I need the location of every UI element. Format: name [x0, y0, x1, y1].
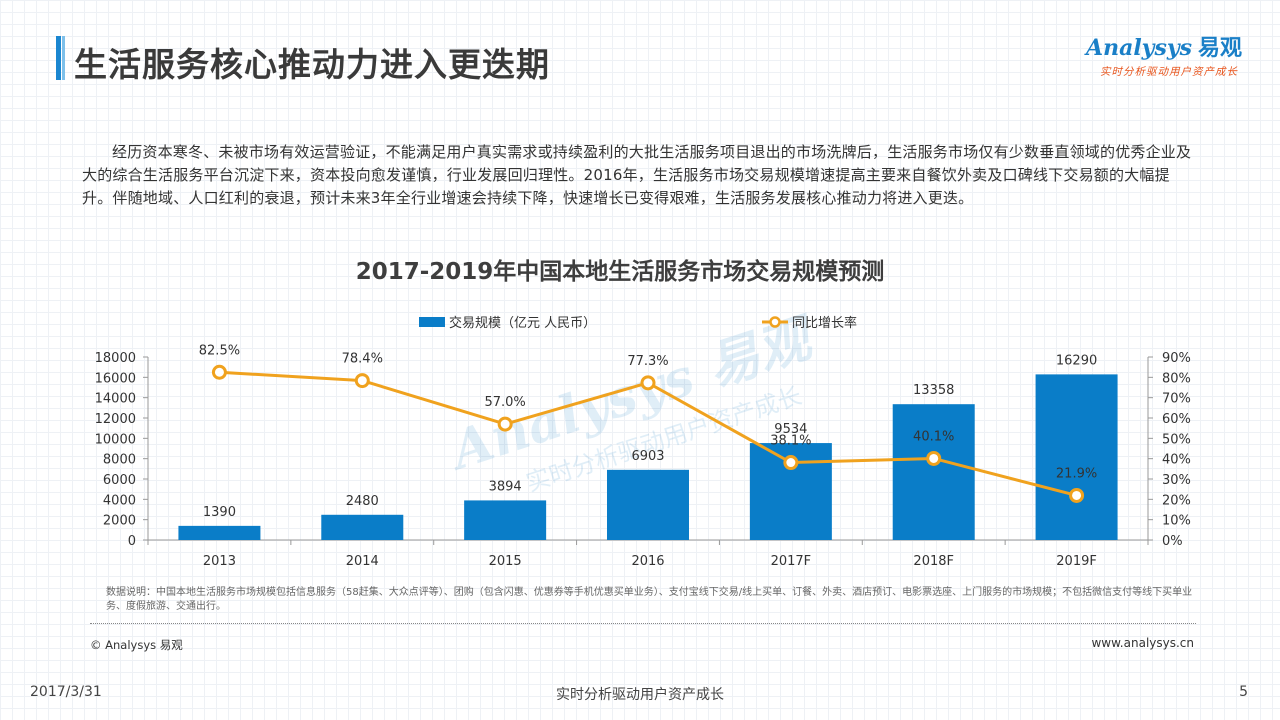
x-tick-label: 2017F [771, 554, 812, 569]
title-accent-bar-light [62, 36, 65, 80]
y-left-tick-label: 0 [128, 534, 136, 549]
footer-slogan: 实时分析驱动用户资产成长 [556, 687, 724, 703]
y-left-tick-label: 2000 [103, 514, 136, 529]
y-left-tick-label: 10000 [95, 432, 136, 447]
growth-rate-label: 77.3% [627, 354, 668, 369]
divider-line [90, 623, 1196, 624]
growth-rate-label: 57.0% [484, 395, 525, 410]
y-left-tick-label: 6000 [103, 473, 136, 488]
footer-date: 2017/3/31 [30, 684, 102, 700]
website-link[interactable]: www.analysys.cn [1091, 636, 1194, 650]
y-right-tick-label: 50% [1162, 432, 1191, 447]
y-left-tick-label: 12000 [95, 412, 136, 427]
legend-line-marker [769, 316, 781, 328]
copyright: © Analysys 易观 [90, 638, 183, 652]
bar-value-label: 9534 [774, 422, 807, 437]
growth-rate-label: 21.9% [1056, 466, 1097, 481]
bar-value-label: 16290 [1056, 353, 1097, 368]
bar-value-label: 2480 [346, 494, 379, 509]
growth-rate-point [211, 364, 227, 380]
bar-2016 [607, 469, 689, 540]
growth-rate-label: 40.1% [913, 429, 954, 444]
logo-brand-en: Analysys [1086, 35, 1193, 61]
growth-rate-label: 78.4% [342, 352, 383, 367]
x-tick-label: 2018F [913, 554, 954, 569]
growth-rate-point [783, 455, 799, 471]
growth-rate-point [354, 373, 370, 389]
bar-value-label: 3894 [489, 479, 522, 494]
y-left-tick-label: 4000 [103, 493, 136, 508]
page-title: 生活服务核心推动力进入更迭期 [74, 45, 550, 84]
growth-rate-point [640, 375, 656, 391]
bar-2014 [321, 514, 404, 540]
bar-value-label: 1390 [203, 505, 236, 520]
growth-rate-label: 82.5% [199, 343, 240, 358]
y-right-tick-label: 80% [1162, 371, 1191, 386]
growth-rate-point [926, 450, 942, 466]
x-tick-label: 2019F [1056, 554, 1097, 569]
legend-line-label: 同比增长率 [792, 315, 857, 331]
intro-paragraph: 经历资本寒冬、未被市场有效运营验证，不能满足用户真实需求或持续盈利的大批生活服务… [82, 143, 1192, 207]
growth-rate-point [1069, 487, 1085, 503]
y-right-tick-label: 0% [1162, 534, 1183, 549]
data-note: 数据说明：中国本地生活服务市场规模包括信息服务（58赶集、大众点评等）、团购（包… [106, 587, 1193, 612]
bar-2013 [178, 525, 261, 540]
analysys-logo: Analysys 易观 实时分析驱动用户资产成长 [1086, 30, 1246, 78]
legend-bar-swatch [419, 317, 445, 327]
y-right-tick-label: 30% [1162, 473, 1191, 488]
y-left-tick-label: 18000 [95, 351, 136, 366]
title-accent-bar [56, 36, 61, 80]
y-right-tick-label: 60% [1162, 412, 1191, 427]
bar-2019F [1035, 374, 1118, 540]
x-tick-label: 2014 [346, 554, 379, 569]
x-tick-label: 2013 [203, 554, 236, 569]
bar-2015 [464, 500, 547, 540]
bar-value-label: 13358 [913, 383, 954, 398]
y-right-tick-label: 20% [1162, 493, 1191, 508]
y-left-tick-label: 8000 [103, 453, 136, 468]
growth-rate-label: 38.1% [770, 434, 811, 449]
logo-slogan: 实时分析驱动用户资产成长 [1100, 66, 1238, 78]
bar-2018F [892, 404, 975, 540]
logo-brand: Analysys 易观 [1086, 30, 1246, 62]
y-left-tick-label: 14000 [95, 392, 136, 407]
page-number: 5 [1239, 684, 1248, 700]
bar-value-label: 6903 [631, 449, 664, 464]
y-right-tick-label: 10% [1162, 514, 1191, 529]
growth-rate-point [497, 416, 513, 432]
chart-title: 2017-2019年中国本地生活服务市场交易规模预测 [355, 259, 885, 285]
x-tick-label: 2016 [631, 554, 664, 569]
legend-bar-label: 交易规模（亿元 人民币） [449, 315, 596, 331]
logo-brand-cn: 易观 [1198, 35, 1243, 61]
y-left-tick-label: 16000 [95, 371, 136, 386]
y-right-tick-label: 90% [1162, 351, 1191, 366]
y-right-tick-label: 70% [1162, 392, 1191, 407]
y-right-tick-label: 40% [1162, 453, 1191, 468]
x-tick-label: 2015 [489, 554, 522, 569]
